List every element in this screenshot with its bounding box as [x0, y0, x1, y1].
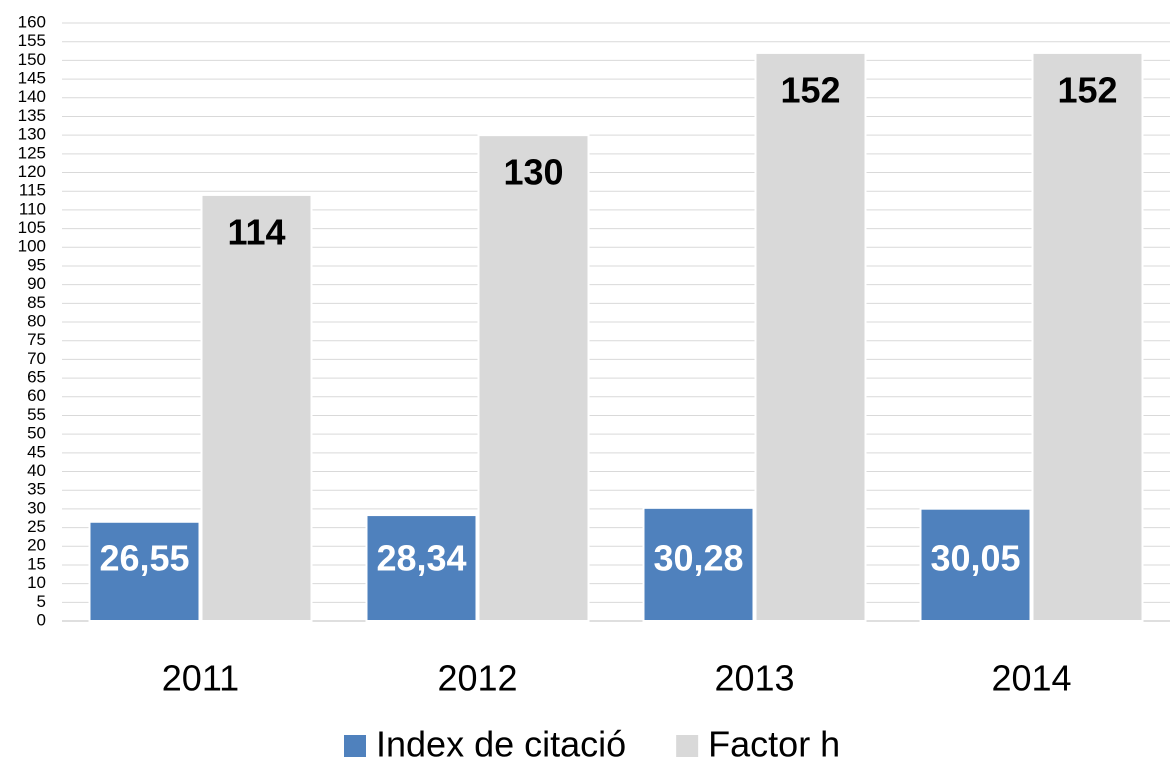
- y-tick-label: 75: [27, 330, 46, 349]
- bar: [365, 514, 478, 622]
- y-tick-label: 150: [18, 50, 46, 69]
- x-tick-label: 2011: [162, 658, 239, 699]
- legend-label: Index de citació: [376, 724, 626, 763]
- bar: [1031, 51, 1144, 622]
- y-tick-label: 100: [18, 237, 46, 256]
- y-tick-label: 60: [27, 386, 46, 405]
- y-tick-label: 145: [18, 69, 46, 88]
- y-tick-label: 135: [18, 106, 46, 125]
- y-tick-label: 85: [27, 293, 46, 312]
- y-tick-label: 140: [18, 87, 46, 106]
- bar: [642, 506, 755, 622]
- bar: [477, 134, 590, 622]
- y-tick-label: 130: [18, 125, 46, 144]
- legend-swatch: [344, 735, 366, 757]
- y-tick-label: 0: [37, 610, 46, 629]
- y-tick-label: 50: [27, 424, 46, 443]
- legend-swatch: [676, 735, 699, 757]
- y-tick-label: 155: [18, 31, 46, 50]
- y-tick-label: 25: [27, 517, 46, 536]
- y-tick-label: 70: [27, 349, 46, 368]
- bar: [88, 520, 201, 622]
- y-tick-label: 45: [27, 442, 46, 461]
- value-label: 114: [227, 211, 285, 252]
- y-tick-label: 110: [19, 199, 46, 218]
- y-tick-label: 160: [18, 12, 46, 31]
- y-tick-label: 95: [27, 255, 46, 274]
- value-label: 26,55: [99, 538, 189, 579]
- y-tick-label: 5: [37, 592, 46, 611]
- y-tick-label: 115: [19, 181, 46, 200]
- y-tick-label: 35: [27, 480, 46, 499]
- x-tick-label: 2013: [714, 658, 794, 699]
- y-tick-label: 90: [27, 274, 46, 293]
- value-label: 152: [1057, 69, 1117, 110]
- y-tick-label: 20: [27, 536, 46, 555]
- y-tick-label: 30: [27, 498, 46, 517]
- y-tick-label: 55: [27, 405, 46, 424]
- x-tick-label: 2014: [991, 658, 1071, 699]
- y-tick-label: 40: [27, 461, 46, 480]
- x-tick-label: 2012: [437, 658, 517, 699]
- value-label: 152: [780, 69, 840, 110]
- y-tick-label: 10: [27, 573, 46, 592]
- bar: [919, 507, 1032, 622]
- y-tick-label: 65: [27, 368, 46, 387]
- y-tick-label: 120: [18, 162, 46, 181]
- y-tick-label: 105: [18, 218, 46, 237]
- value-label: 28,34: [376, 538, 466, 579]
- legend-label: Factor h: [708, 724, 840, 763]
- value-label: 30,05: [930, 538, 1020, 579]
- value-label: 30,28: [653, 538, 743, 579]
- y-tick-label: 15: [27, 554, 46, 573]
- y-tick-label: 125: [18, 143, 46, 162]
- y-tick-label: 80: [27, 311, 46, 330]
- value-label: 130: [503, 152, 563, 193]
- bar: [200, 193, 313, 623]
- bar: [754, 51, 867, 622]
